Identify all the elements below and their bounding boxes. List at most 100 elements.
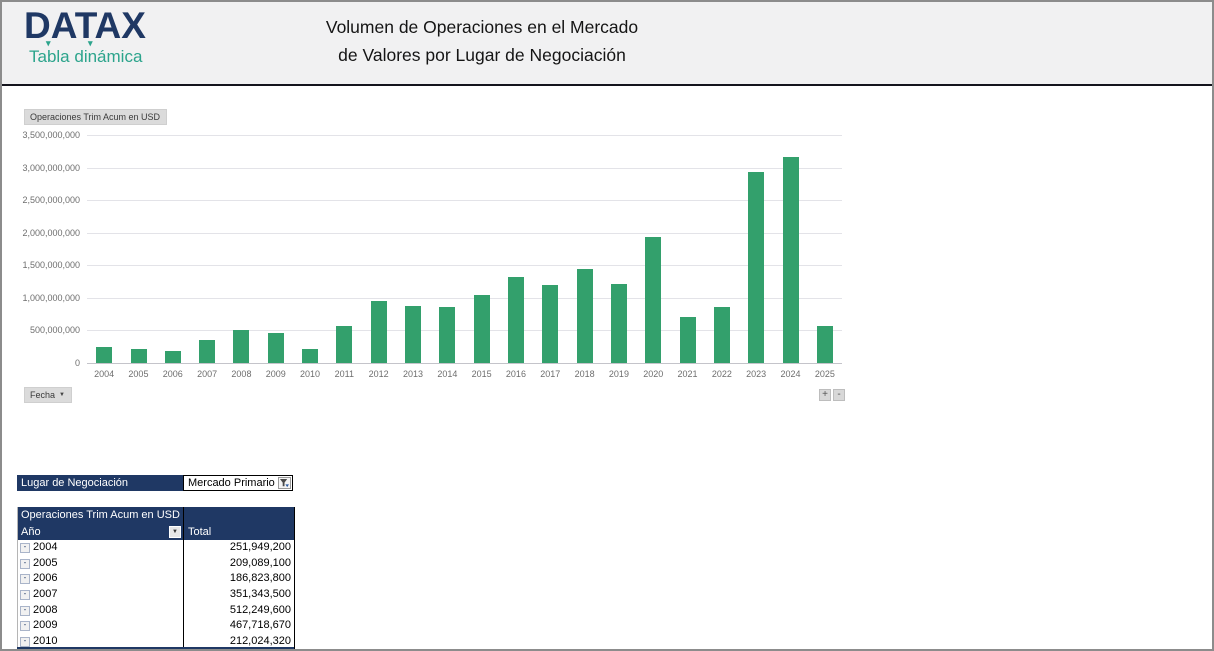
x-axis-tick-label: 2012 (368, 369, 389, 379)
collapse-icon[interactable]: - (20, 542, 30, 553)
y-axis-tick-label: 1,500,000,000 (22, 260, 80, 271)
x-axis-tick-label: 2023 (746, 369, 767, 379)
total-value: 212,024,320 (229, 635, 291, 648)
gridline (87, 200, 842, 202)
year-cell: -2009 (18, 618, 184, 635)
bar-2005 (130, 349, 147, 363)
year-cell: -2004 (18, 540, 184, 556)
year-cell: -2008 (18, 602, 184, 619)
bar-2007 (199, 340, 216, 363)
filter-funnel-icon[interactable] (278, 477, 291, 489)
pivot-table: Operaciones Trim Acum en USD Año ▼ Total… (17, 507, 295, 649)
table-cutoff-row (17, 647, 294, 649)
bar-2010 (302, 349, 319, 363)
pivot-values-field-label: Operaciones Trim Acum en USD (18, 507, 184, 524)
x-axis-tick-label: 2024 (780, 369, 801, 379)
x-axis-line (87, 363, 842, 364)
y-axis-tick-label: 2,000,000,000 (22, 227, 80, 238)
year-label: 2008 (33, 603, 58, 616)
gridline (87, 232, 842, 234)
bar-2023 (748, 171, 765, 363)
bar-2006 (164, 350, 181, 363)
logo-subtitle: Tabla dinámica (29, 47, 143, 66)
year-cell: -2007 (18, 587, 184, 603)
bar-2008 (233, 329, 250, 363)
x-axis-tick-label: 2011 (334, 369, 355, 379)
bar-2016 (508, 277, 524, 363)
collapse-icon[interactable]: - (20, 558, 30, 569)
axis-field-label: Fecha (30, 390, 56, 400)
collapse-icon[interactable]: - (20, 605, 30, 616)
chart-axis-field-button[interactable]: Fecha ▼ (24, 387, 72, 403)
collapse-icon[interactable]: - (20, 621, 30, 632)
year-label: 2010 (33, 635, 58, 648)
bar-2021 (679, 316, 696, 363)
pivot-value-header: Total (188, 526, 212, 538)
x-axis-tick-label: 2025 (814, 369, 835, 379)
pivot-chart: Operaciones Trim Acum en USD Fecha ▼ + - … (22, 102, 852, 412)
page-title-line2: de Valores por Lugar de Negociación (338, 45, 626, 65)
bar-2022 (713, 307, 730, 363)
gridline (87, 135, 842, 136)
bar-2009 (267, 332, 284, 363)
x-axis-tick-label: 2016 (505, 369, 526, 379)
x-axis-tick-label: 2015 (471, 369, 492, 379)
chart-collapse-button[interactable]: - (833, 389, 845, 401)
year-label: 2006 (33, 572, 58, 585)
bar-2017 (542, 284, 559, 363)
chart-value-field-button[interactable]: Operaciones Trim Acum en USD (24, 109, 168, 125)
year-label: 2007 (33, 588, 58, 601)
y-axis-tick-label: 500,000,000 (29, 325, 80, 336)
y-axis-tick-label: 1,000,000,000 (22, 292, 80, 303)
year-label: 2004 (33, 541, 58, 553)
y-axis-tick-label: 2,500,000,000 (22, 195, 80, 206)
y-axis-tick-label: 3,500,000,000 (22, 130, 80, 140)
table-row: -2004 251,949,200 (18, 540, 294, 556)
row-field-label: Año (21, 526, 41, 538)
page-title: Volumen de Operaciones en el Mercado de … (252, 13, 712, 69)
pivot-title-spacer (184, 507, 294, 524)
table-row: -2005 209,089,100 (18, 555, 294, 572)
datax-logo: DATAX (24, 5, 146, 46)
x-axis-tick-label: 2009 (265, 369, 286, 379)
y-axis-tick-label: 3,000,000,000 (22, 162, 80, 173)
pivot-rows-container: -2004 251,949,200-2005 209,089,100-2006 186… (18, 540, 294, 649)
pivot-column-header-row: Año ▼ Total (18, 524, 294, 540)
bar-2025 (816, 325, 833, 363)
x-axis-tick-label: 2021 (677, 369, 698, 379)
bar-2013 (405, 305, 421, 363)
collapse-icon[interactable]: - (20, 589, 30, 600)
collapse-icon[interactable]: - (20, 636, 30, 647)
collapse-icon[interactable]: - (20, 574, 30, 585)
table-row: -2008 512,249,600 (18, 602, 294, 619)
x-axis-tick-label: 2007 (197, 369, 218, 379)
bar-2018 (576, 269, 593, 363)
x-axis-tick-label: 2004 (94, 369, 115, 379)
filter-value-dropdown[interactable]: Mercado Primario (183, 475, 293, 491)
total-value: 209,089,100 (229, 556, 291, 569)
page-title-line1: Volumen de Operaciones en el Mercado (325, 17, 639, 37)
table-row: -2010 212,024,320 (18, 634, 294, 649)
bar-2004 (96, 346, 113, 363)
header-band: DATAX ▾ ▾ Tabla dinámica Volumen de Oper… (2, 2, 1212, 86)
logo-accent-icon: ▾ (46, 38, 51, 48)
x-axis-tick-label: 2008 (231, 369, 252, 379)
bar-2020 (645, 237, 662, 363)
bar-2012 (370, 300, 387, 363)
total-value: 351,343,500 (229, 588, 291, 601)
table-row: -2006 186,823,800 (18, 571, 294, 588)
year-filter-dropdown-button[interactable]: ▼ (169, 526, 181, 538)
year-label: 2009 (33, 619, 58, 632)
pivot-title-row: Operaciones Trim Acum en USD (18, 507, 294, 524)
year-label: 2005 (33, 556, 58, 569)
x-axis-tick-label: 2010 (300, 369, 321, 379)
total-value: 251,949,200 (229, 541, 291, 553)
chart-expand-button[interactable]: + (819, 389, 831, 401)
x-axis-tick-label: 2014 (437, 369, 458, 379)
year-cell: -2006 (18, 571, 184, 588)
x-axis-tick-label: 2017 (540, 369, 561, 379)
report-filter-row: Lugar de Negociación Mercado Primario (17, 475, 293, 491)
x-axis-tick-label: 2018 (574, 369, 595, 379)
bar-2014 (439, 306, 456, 363)
